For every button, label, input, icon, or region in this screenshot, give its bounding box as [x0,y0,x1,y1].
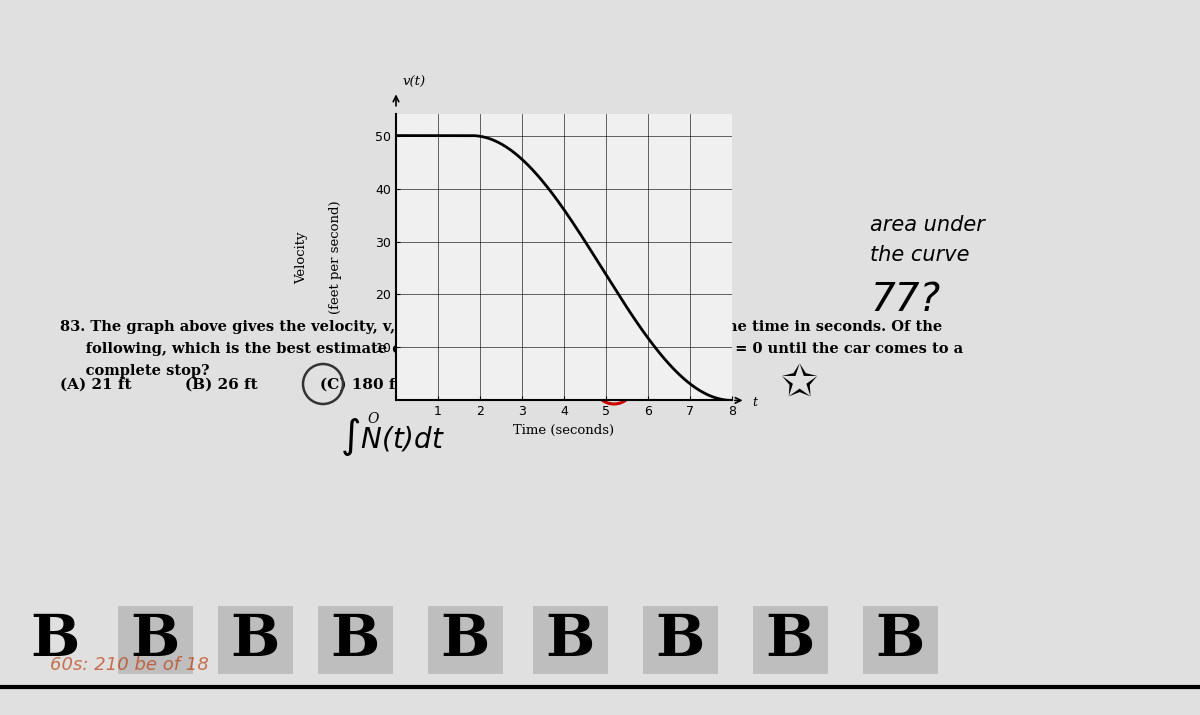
Text: B: B [766,612,815,668]
Text: complete stop?: complete stop? [60,364,210,378]
Text: Velocity: Velocity [295,231,308,284]
Text: B: B [440,612,490,668]
Bar [118,606,193,674]
Text: t: t [752,396,757,409]
Text: 83. The graph above gives the velocity, v, in ft/sec, of a car for 0≤t≤8, where : 83. The graph above gives the velocity, … [60,320,942,334]
Text: B: B [330,612,379,668]
Text: the curve: the curve [870,245,970,265]
Bar [218,606,293,674]
Bar [428,606,503,674]
Text: following, which is the best estimate of the distance traveled by the car from t: following, which is the best estimate of… [60,342,964,356]
Text: ✩: ✩ [781,363,818,405]
Text: O: O [368,412,379,426]
Text: v(t): v(t) [403,76,426,89]
Text: B: B [655,612,704,668]
Bar [863,606,938,674]
Bar [533,606,608,674]
Text: 77?: 77? [870,281,940,319]
Text: B: B [545,612,595,668]
Text: (feet per second): (feet per second) [329,201,342,314]
Bar [318,606,394,674]
Text: (D) 210 ft–: (D) 210 ft– [460,378,551,392]
Text: B: B [30,612,79,668]
Text: $\int$N(t)dt: $\int$N(t)dt [340,416,445,458]
Bar [643,606,718,674]
Text: B: B [875,612,925,668]
Text: 60s: 210 be of 18: 60s: 210 be of 18 [50,656,209,674]
Text: (A) 21 ft: (A) 21 ft [60,378,132,392]
Text: B: B [230,612,280,668]
X-axis label: Time (seconds): Time (seconds) [514,424,614,437]
Bar [754,606,828,674]
Text: B: B [131,612,180,668]
Text: (C) 180 ft: (C) 180 ft [320,378,402,392]
Text: (E) 260 ft: (E) 260 ft [610,378,692,392]
Text: (B) 26 ft: (B) 26 ft [185,378,258,392]
Text: area under: area under [870,215,985,235]
